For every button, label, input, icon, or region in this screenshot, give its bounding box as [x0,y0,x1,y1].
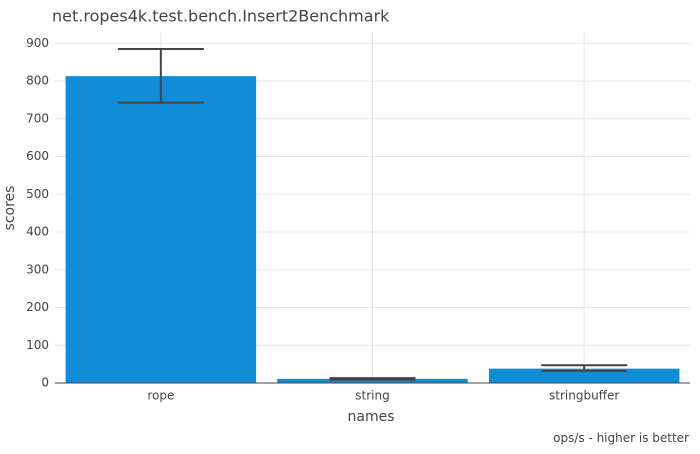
bar-string [277,378,468,383]
y-tick-label: 400 [26,225,49,239]
x-tick-label-string: string [355,389,389,403]
x-tick-label-stringbuffer: stringbuffer [549,389,619,403]
y-axis-label: scores [2,186,18,231]
chart-title: net.ropes4k.test.bench.Insert2Benchmark [52,7,390,26]
y-tick-label: 700 [26,111,49,125]
x-axis-label: names [348,409,395,425]
y-tick-label: 200 [26,300,49,314]
bar-rope [65,76,257,383]
error-bar-layer [117,47,628,381]
y-tick-label: 800 [26,74,49,88]
error-bar-string [329,377,416,381]
x-tick-labels: rope string stringbuffer [147,389,619,403]
y-tick-label: 0 [41,376,49,390]
bar-stringbuffer [488,368,680,383]
y-tick-label: 100 [26,338,49,352]
y-tick-label: 900 [26,36,49,50]
error-bar-stringbuffer [541,364,628,372]
y-tick-label: 500 [26,187,49,201]
error-bar-rope [117,47,204,104]
y-tick-labels: 0 100 200 300 400 500 600 700 800 900 [26,36,49,390]
x-tick-label-rope: rope [147,389,174,403]
bar-layer [65,76,680,383]
y-tick-label: 600 [26,149,49,163]
y-tick-label: 300 [26,262,49,276]
chart-annotation: ops/s - higher is better [553,431,689,445]
